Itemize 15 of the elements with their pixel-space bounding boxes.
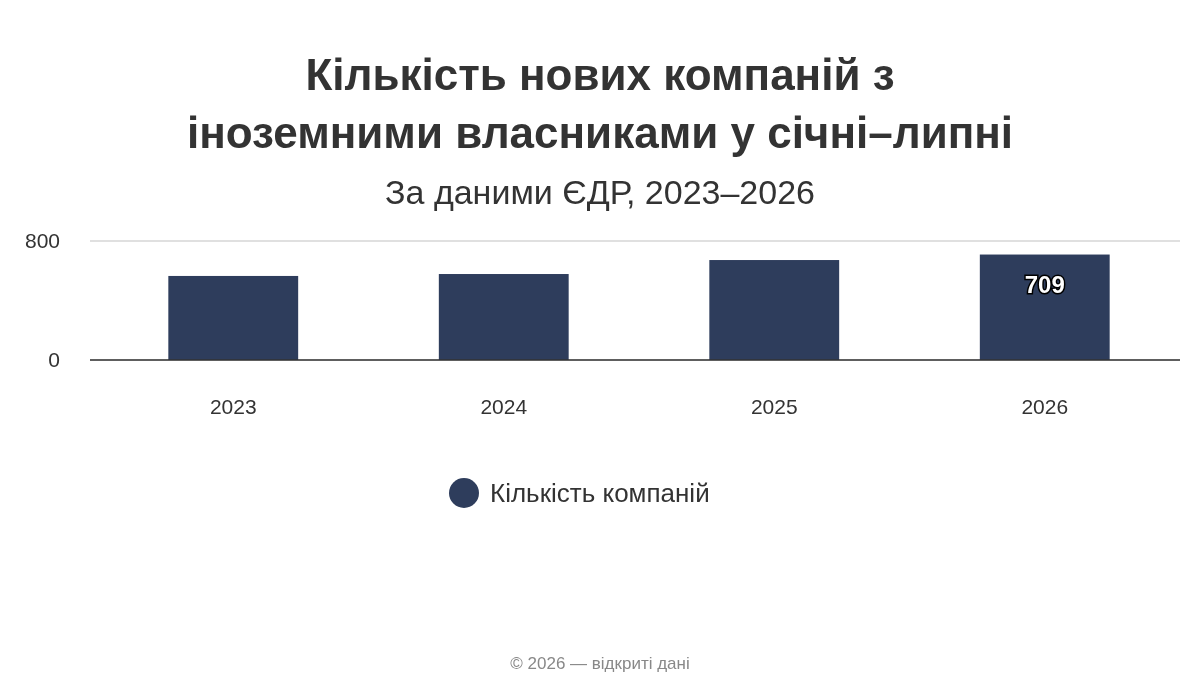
x-tick-label: 2023 bbox=[209, 395, 257, 418]
legend-label: Кількість компаній bbox=[490, 478, 710, 509]
bar bbox=[979, 254, 1110, 360]
bar bbox=[168, 275, 299, 360]
bar bbox=[709, 260, 840, 360]
bar bbox=[438, 274, 569, 360]
x-tick-label: 2024 bbox=[480, 395, 528, 418]
x-tick-label: 2026 bbox=[1021, 395, 1069, 418]
text: © 2026 — відкриті дані bbox=[510, 654, 690, 673]
y-tick-label: 0 bbox=[48, 348, 60, 372]
y-tick-label: 800 bbox=[24, 229, 60, 253]
data-label: 709 bbox=[1024, 270, 1065, 298]
chart-subtitle: За даними ЄДР, 2023–2026 bbox=[384, 173, 816, 211]
chart-title: Кількість нових компаній з іноземними власниками у січні–липні bbox=[186, 50, 1014, 157]
x-tick-label: 2025 bbox=[750, 395, 798, 418]
